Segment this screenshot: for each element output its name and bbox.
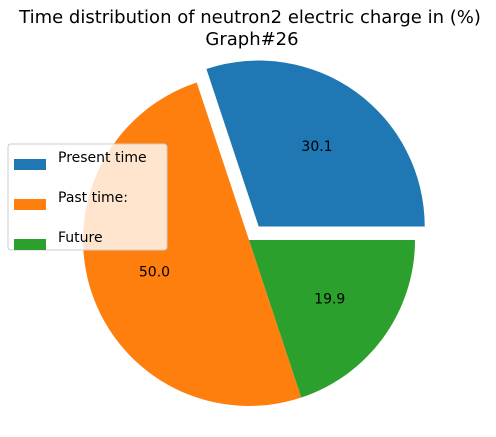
legend-label: Past time: (58, 190, 128, 206)
chart-title: Time distribution of neutron2 electric c… (18, 7, 481, 28)
legend-label: Future (58, 230, 103, 246)
legend-label: Present time (58, 150, 147, 166)
legend: Present time Past time: Future (7, 143, 168, 251)
pie-slice-present-time (206, 60, 425, 227)
legend-swatch (14, 239, 46, 250)
legend-swatch (14, 159, 46, 170)
legend-frame (7, 143, 168, 251)
legend-swatch (14, 199, 46, 210)
pie-slice-future (249, 240, 415, 398)
pie-value-label: 30.1 (301, 139, 332, 155)
pie-value-label: 50.0 (139, 264, 170, 280)
chart-subtitle: Graph#26 (205, 29, 298, 50)
pie-value-label: 19.9 (314, 291, 345, 307)
pie-value-labels: 30.1 50.0 19.9 (139, 139, 345, 308)
